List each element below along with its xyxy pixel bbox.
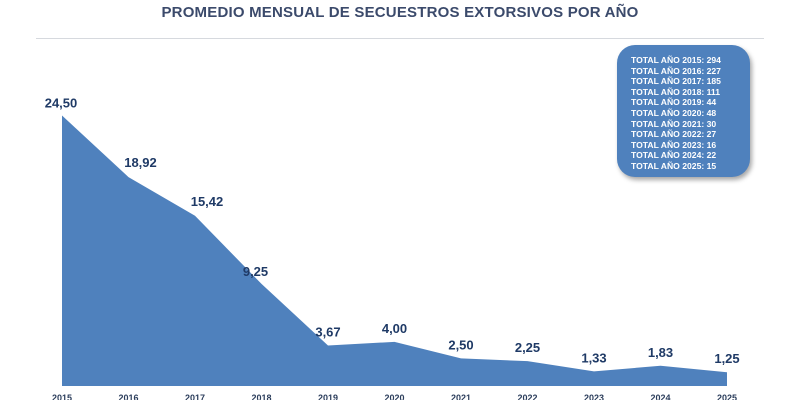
annual-totals-box: TOTAL AÑO 2015: 294 TOTAL AÑO 2016: 227 TO…: [617, 45, 750, 177]
x-tick-2025: 2025: [717, 393, 737, 400]
annual-total-line: TOTAL AÑO 2019: 44: [631, 97, 717, 108]
annual-total-line: TOTAL AÑO 2021: 30: [631, 118, 717, 129]
annual-total-line: TOTAL AÑO 2015: 294: [631, 55, 721, 65]
x-tick-2022: 2022: [517, 393, 537, 400]
data-label-2019: 3,67: [315, 324, 340, 339]
x-tick-2017: 2017: [185, 393, 205, 400]
data-labels: 24,50 18,92 15,42 9,25 3,67 4,00 2,50 2,25 1,33 1…: [45, 96, 740, 367]
area-series: [62, 115, 727, 386]
annual-total-line: TOTAL AÑO 2023: 16: [631, 139, 717, 150]
annual-total-line: TOTAL AÑO 2022: 27: [631, 129, 717, 140]
x-tick-2016: 2016: [118, 393, 138, 400]
x-axis-ticks: 2015 2016 2017 2018 2019 2020 2021 2022 2023 2024…: [52, 393, 737, 400]
area-layer: [62, 115, 727, 386]
annual-total-line: TOTAL AÑO 2018: 111: [631, 86, 720, 97]
data-label-2021: 2,50: [448, 337, 473, 352]
data-label-2015: 24,50: [45, 96, 78, 111]
annual-total-line: TOTAL AÑO 2020: 48: [631, 107, 717, 118]
data-label-2022: 2,25: [515, 340, 540, 355]
annual-total-line: TOTAL AÑO 2016: 227: [631, 65, 721, 76]
x-tick-2024: 2024: [650, 393, 670, 400]
x-tick-2020: 2020: [384, 393, 404, 400]
x-tick-2019: 2019: [318, 393, 338, 400]
data-label-2025: 1,25: [714, 351, 739, 366]
x-tick-2018: 2018: [251, 393, 271, 400]
chart-title: PROMEDIO MENSUAL DE SECUESTROS EXTORSIVO…: [161, 4, 639, 21]
data-label-2018: 9,25: [243, 264, 268, 279]
data-label-2016: 18,92: [124, 155, 157, 170]
title-divider: [36, 38, 764, 39]
x-tick-2015: 2015: [52, 393, 72, 400]
data-label-2020: 4,00: [382, 321, 407, 336]
x-tick-2021: 2021: [451, 393, 471, 400]
annual-total-line: TOTAL AÑO 2017: 185: [631, 76, 721, 87]
data-label-2024: 1,83: [648, 345, 673, 360]
annual-total-line: TOTAL AÑO 2024: 22: [631, 150, 717, 161]
data-label-2017: 15,42: [191, 194, 224, 209]
data-label-2023: 1,33: [581, 350, 606, 365]
annual-total-line: TOTAL AÑO 2025: 15: [631, 160, 717, 171]
x-tick-2023: 2023: [584, 393, 604, 400]
